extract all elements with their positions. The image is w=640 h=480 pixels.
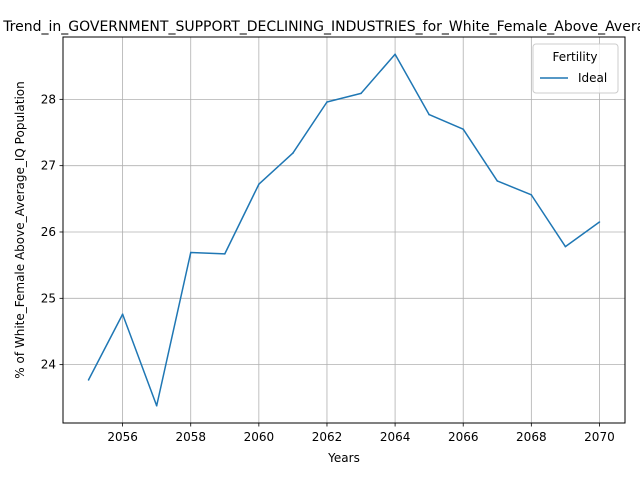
data-point [394,53,396,56]
legend-entry-label: Ideal [578,71,607,85]
x-tick-label: 2058 [175,430,206,444]
legend-box [532,43,619,94]
y-axis-label: % of White_Female Above_Average_IQ Popul… [13,81,27,378]
x-axis-label: Years [327,451,360,465]
data-point [223,253,226,255]
x-tick-label: 2066 [448,430,479,444]
data-point [292,152,294,154]
data-point [326,101,328,103]
data-point [598,221,601,223]
x-tick-label: 2062 [312,430,343,444]
data-point [155,404,158,407]
x-tick-label: 2060 [244,430,275,444]
legend-title: Fertility [552,50,597,64]
grid [63,37,625,423]
data-point [189,251,192,254]
y-tick-label: 24 [41,358,56,372]
y-tick-label: 28 [41,92,56,106]
y-tick-label: 27 [41,159,56,173]
chart-title: Trend_in_GOVERNMENT_SUPPORT_DECLINING_IN… [2,19,640,35]
data-point [121,313,124,316]
data-point [87,379,90,381]
plot-frame [62,36,626,424]
data-point [462,128,465,130]
data-point [428,113,430,116]
data-point [258,183,260,186]
data-point [360,92,362,95]
x-tick-label: 2064 [380,430,411,444]
series-line-ideal [87,53,600,407]
data-point [564,245,567,248]
y-tick-label: 26 [41,225,56,239]
series-layer [87,53,601,407]
x-tick-label: 2068 [516,430,547,444]
x-axis-ticks: 2056 2058 2060 2062 2064 2066 2068 2070 [107,423,615,444]
x-tick-label: 2070 [584,430,615,444]
y-tick-label: 25 [41,291,56,305]
x-tick-label: 2056 [107,430,138,444]
y-axis-ticks: 24 25 26 27 28 [41,92,63,372]
data-point [496,180,499,182]
data-point [530,194,533,196]
legend: Fertility Ideal [532,43,619,94]
